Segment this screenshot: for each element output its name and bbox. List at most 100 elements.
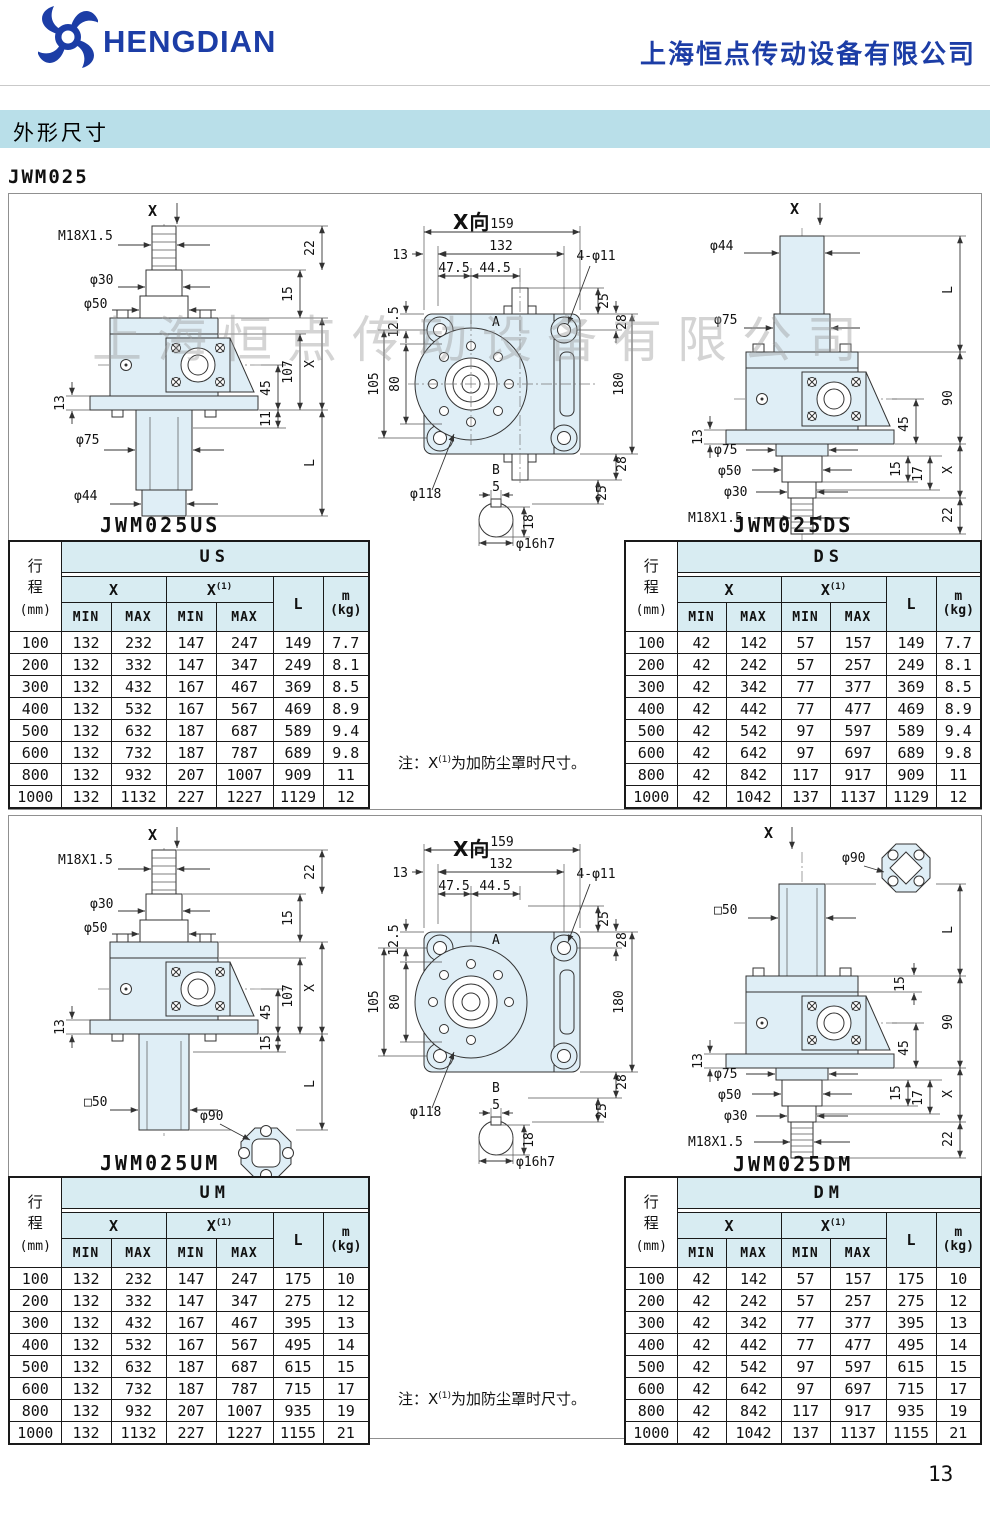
dim-label: 18 [522, 1132, 537, 1148]
dim-label: 4-φ11 [576, 249, 615, 264]
stroke-header: 行程 (mm) [624, 1176, 678, 1268]
table-cell: 8.9 [322, 697, 370, 720]
table-cell: 147 [165, 631, 217, 654]
table-title: DM [676, 1176, 982, 1209]
dim-label: 25 [595, 485, 610, 501]
table-cell: 1137 [829, 785, 887, 809]
dim-label: 180 [612, 372, 627, 395]
table-cell: 257 [829, 653, 887, 676]
table-row: 400 42 442 77 477 495 14 [624, 1333, 982, 1356]
table-cell: 15 [322, 1355, 370, 1378]
stroke-header: 行程 (mm) [8, 540, 62, 632]
dim-label: φ30 [90, 273, 113, 288]
table-cell: 100 [8, 631, 62, 654]
spec-table-um: 行程 (mm) UM X X(1) L m (kg) MIN MAX MIN MA… [8, 1176, 371, 1445]
table-cell: 342 [725, 675, 782, 698]
table-cell: 7.7 [935, 631, 982, 654]
col-min: MIN [780, 1238, 831, 1268]
table-cell: 687 [215, 719, 274, 742]
table-cell: 132 [60, 1333, 112, 1356]
table-cell: 249 [885, 653, 937, 676]
table-cell: 42 [676, 1267, 727, 1290]
table-cell: 400 [624, 697, 678, 720]
table-cell: 467 [215, 675, 274, 698]
header-divider [0, 85, 990, 86]
dim-label: 12.5 [387, 306, 402, 337]
table-cell: 14 [935, 1333, 982, 1356]
table-cell: 275 [885, 1289, 937, 1312]
table-cell: 19 [935, 1399, 982, 1422]
table-cell: 42 [676, 697, 727, 720]
dim-label: 17 [911, 1090, 926, 1106]
table-cell: 13 [322, 1311, 370, 1334]
table-cell: 1000 [624, 1421, 678, 1445]
table-cell: 42 [676, 1377, 727, 1400]
table-cell: 1000 [624, 785, 678, 809]
section-title: 外形尺寸 [13, 121, 109, 145]
dim-label: 25 [597, 911, 612, 927]
table-row: 800 42 842 117 917 909 11 [624, 763, 982, 786]
dim-label: 80 [388, 376, 403, 392]
table-cell: 689 [272, 741, 324, 764]
dim-label: φ30 [90, 897, 113, 912]
table-row: 500 42 542 97 597 615 15 [624, 1355, 982, 1378]
dim-label: M18X1.5 [58, 853, 113, 868]
dim-label: 18 [522, 514, 537, 530]
dim-label: 159 [490, 217, 513, 232]
table-row: 300 132 432 167 467 369 8.5 [8, 675, 370, 698]
table-cell: 1129 [272, 785, 324, 809]
dimensions: φ44 φ75 φ75 φ50 φ30 M18X1.5 13 L 90 45 1… [688, 235, 966, 535]
col-l: L [272, 576, 324, 632]
col-min: MIN [165, 602, 217, 632]
drawing-xview-top: A B 159 13 132 47.5 44.5 4-φ11 25 28 180… [367, 217, 638, 552]
table-cell: 1007 [215, 1399, 274, 1422]
shaft-end-view: 5 18 φ16h7 [478, 1098, 555, 1170]
table-cell: 227 [165, 785, 217, 809]
table-cell: 42 [676, 741, 727, 764]
table-cell: 842 [725, 763, 782, 786]
table-row: 200 42 242 57 257 275 12 [624, 1289, 982, 1312]
table-cell: 1227 [215, 1421, 274, 1445]
table-cell: 542 [725, 1355, 782, 1378]
spec-table-ds: 行程 (mm) DS X X(1) L m (kg) MIN MAX MIN MA… [624, 540, 983, 809]
dim-label: 15 [889, 1085, 904, 1101]
table-cell: 500 [8, 1355, 62, 1378]
point-b-label: B [492, 463, 500, 478]
dimensions: 159 13 132 47.5 44.5 4-φ11 25 28 180 28 … [367, 217, 638, 505]
col-l: L [885, 1212, 937, 1268]
table-cell: 377 [829, 1311, 887, 1334]
table-cell: 42 [676, 631, 727, 654]
table-cell: 347 [215, 1289, 274, 1312]
dim-label: 15 [889, 461, 904, 477]
col-x1: X(1) [780, 576, 887, 603]
table-cell: 1227 [215, 785, 274, 809]
spec-table-us: 行程 (mm) US X X(1) L m (kg) MIN MAX MIN MA… [8, 540, 371, 809]
drawing-jwm025us: X [53, 202, 328, 522]
table-cell: 10 [935, 1267, 982, 1290]
bolt-marks [807, 377, 861, 421]
point-a-label: A [492, 315, 500, 330]
table-row: 800 132 932 207 1007 935 19 [8, 1399, 370, 1422]
table-row: 800 132 932 207 1007 909 11 [8, 763, 370, 786]
dim-label: φ16h7 [516, 1155, 555, 1170]
dim-label: □50 [84, 1095, 107, 1110]
table-cell: 42 [676, 785, 727, 809]
machine-outline [725, 235, 895, 535]
table-cell: 142 [725, 1267, 782, 1290]
table-cell: 342 [725, 1311, 782, 1334]
table-cell: 495 [885, 1333, 937, 1356]
col-x: X [60, 576, 167, 603]
table-cell: 132 [60, 631, 112, 654]
table-cell: 42 [676, 653, 727, 676]
bolt-marks [171, 967, 225, 1011]
table-cell: 21 [935, 1421, 982, 1445]
table-cell: 77 [780, 697, 831, 720]
table-cell: 467 [215, 1311, 274, 1334]
drawing-xview-bottom: A B 159 13 132 47.5 44.5 4-φ11 25 28 180… [367, 835, 638, 1170]
table-cell: 97 [780, 719, 831, 742]
table-cell: 787 [215, 741, 274, 764]
table-cell: 715 [885, 1377, 937, 1400]
dim-label: 22 [303, 864, 318, 880]
table-cell: 42 [676, 1333, 727, 1356]
col-x1: X(1) [780, 1212, 887, 1239]
